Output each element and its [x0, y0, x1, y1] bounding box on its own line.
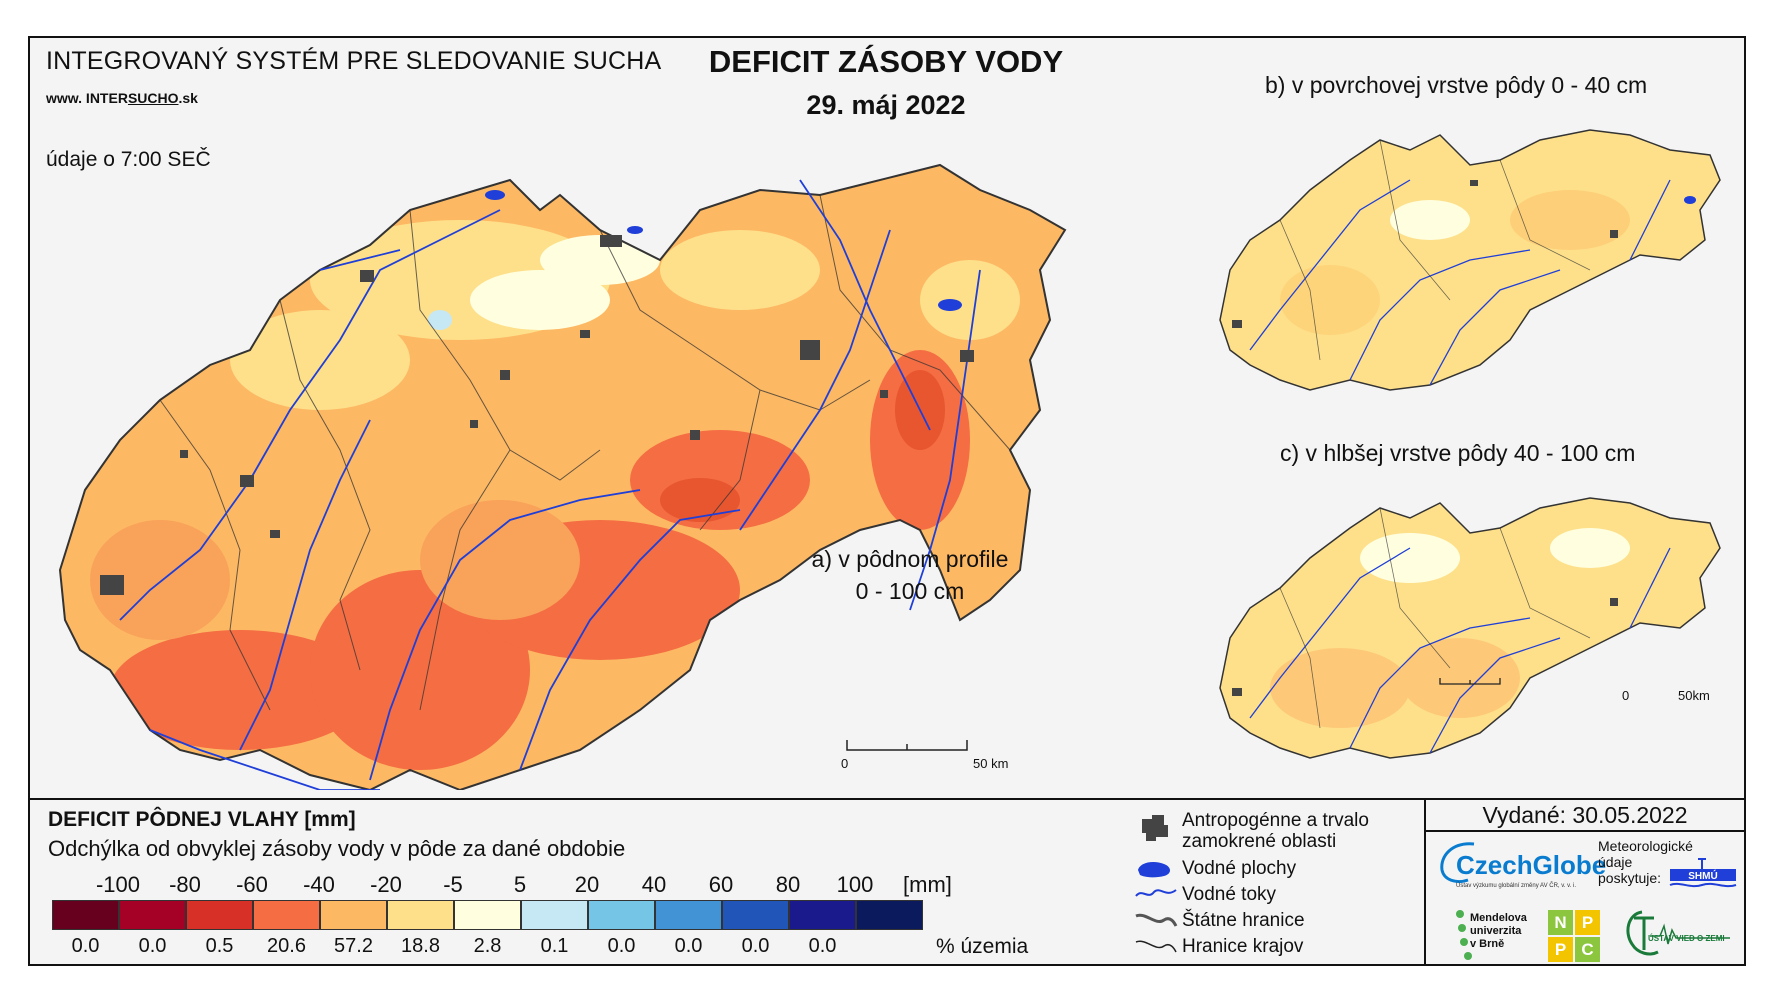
- meteo-provider-note: Meteorologické údaje poskytuje:: [1598, 838, 1693, 886]
- legend-tick: -20: [370, 872, 402, 897]
- scale-a-end: 50 km: [973, 756, 1009, 771]
- legend-tick: 20: [574, 872, 600, 897]
- mendel-dots-icon: [1456, 910, 1472, 960]
- legend-tick: 5: [513, 872, 527, 897]
- mendel-university-logo: Mendelova univerzita v Brně: [1470, 912, 1527, 951]
- czechglobe-logo: CzechGlobe: [1456, 850, 1607, 880]
- legend-tick: -40: [303, 872, 335, 897]
- legend-color-bin: [387, 900, 454, 930]
- legend-percent-value: 0.0: [808, 935, 837, 957]
- map-date: 29. máj 2022: [806, 90, 966, 120]
- map-a-label-line2: 0 - 100 cm: [855, 578, 965, 604]
- issued-separator: [1424, 830, 1746, 832]
- symbol-rivers: Vodné toky: [1182, 884, 1277, 905]
- meteo-line2: údaje: [1598, 854, 1633, 870]
- scale-bar-a: [846, 740, 968, 751]
- region-border-icon: [1135, 940, 1177, 953]
- map-b: [1219, 129, 1721, 391]
- legend-separator: [28, 798, 1746, 800]
- legend-percent-value: 57.2: [334, 935, 373, 957]
- legend-tick: -5: [443, 872, 463, 897]
- legend-percent-value: 0.0: [138, 935, 167, 957]
- time-note: údaje o 7:00 SEČ: [46, 148, 211, 171]
- shmu-logo-icon: SHMÚ: [1669, 858, 1737, 888]
- symbol-region-border: Hranice krajov: [1182, 936, 1304, 957]
- legend-percent-value: 20.6: [267, 935, 306, 957]
- legend-tick: 60: [708, 872, 734, 897]
- legend-color-bin: [521, 900, 588, 930]
- legend-tick: -80: [169, 872, 201, 897]
- legend-color-bin: [655, 900, 722, 930]
- legend-percent-value: 0.5: [205, 935, 234, 957]
- page-title: DEFICIT ZÁSOBY VODY: [708, 44, 1064, 79]
- npc-logo-p2: P: [1548, 937, 1573, 962]
- legend-tick: -60: [236, 872, 268, 897]
- mendel-line2: univerzita: [1470, 925, 1522, 937]
- legend-color-bin: [119, 900, 186, 930]
- npc-logo-n: N: [1548, 910, 1573, 935]
- legend-title: DEFICIT PÔDNEJ VLAHY [mm]: [48, 808, 356, 831]
- urban-area-icon: [1142, 815, 1168, 841]
- legend-percent-value: 2.8: [473, 935, 502, 957]
- state-border-icon: [1135, 913, 1178, 927]
- scale-c-end: 50km: [1678, 688, 1710, 703]
- legend-tick: 40: [641, 872, 667, 897]
- npc-logo-c: C: [1575, 937, 1600, 962]
- legend-tick: -100: [95, 872, 141, 897]
- legend-color-bin: [320, 900, 387, 930]
- legend-color-bin: [588, 900, 655, 930]
- meteo-line3: poskytuje:: [1598, 870, 1662, 886]
- ustav-vied-logo-icon: [1626, 910, 1730, 956]
- ustav-vied-label: ÚSTAV VIED O ZEMI: [1648, 934, 1725, 943]
- legend-percent-value: 0.0: [674, 935, 703, 957]
- website-suffix: .sk: [178, 90, 198, 106]
- legend-percent-value: 0.1: [540, 935, 569, 957]
- scale-c-zero: 0: [1622, 688, 1630, 703]
- website-prefix: www. INTER: [46, 90, 128, 106]
- legend-color-bin: [253, 900, 320, 930]
- map-c-label: c) v hlbšej vrstve pôdy 40 - 100 cm: [1280, 440, 1636, 466]
- symbol-urban-line1: Antropogénne a trvalo: [1182, 810, 1369, 831]
- website-link[interactable]: www. INTERSUCHO.sk: [46, 90, 198, 106]
- legend-color-bin: [789, 900, 856, 930]
- legend-tick: 80: [775, 872, 801, 897]
- legend-color-bin: [52, 900, 119, 930]
- website-underlined: SUCHO: [127, 90, 179, 106]
- percent-area-label: % územia: [936, 935, 1029, 958]
- river-icon: [1135, 889, 1177, 897]
- mendel-line3: v Brně: [1470, 938, 1505, 950]
- info-separator: [1424, 798, 1426, 966]
- legend-percent-value: 0.0: [607, 935, 636, 957]
- legend-unit: [mm]: [903, 872, 952, 897]
- meteo-line1: Meteorologické: [1598, 838, 1693, 854]
- scale-a-zero: 0: [841, 756, 849, 771]
- mendel-line1: Mendelova: [1470, 912, 1527, 924]
- legend-percent-value: 0.0: [71, 935, 100, 957]
- map-c: [1219, 497, 1721, 759]
- system-name: INTEGROVANÝ SYSTÉM PRE SLEDOVANIE SUCHA: [46, 47, 662, 75]
- czechglobe-subtitle: Ústav výzkumu globální změny AV ČR, v. v…: [1456, 883, 1577, 889]
- issued-date: Vydané: 30.05.2022: [1482, 802, 1688, 828]
- legend-color-bin: [186, 900, 253, 930]
- symbol-state-border: Štátne hranice: [1182, 910, 1305, 931]
- legend-percent-value: 18.8: [401, 935, 440, 957]
- czechglobe-swoosh-icon: [1440, 842, 1475, 884]
- legend-color-bin: [722, 900, 789, 930]
- main-map-a: [58, 163, 1067, 790]
- water-body-icon: [1138, 862, 1170, 878]
- legend-subtitle: Odchýlka od obvyklej zásoby vody v pôde …: [48, 836, 626, 861]
- shmu-text: SHMÚ: [1688, 869, 1717, 882]
- symbol-water-bodies: Vodné plochy: [1182, 858, 1297, 879]
- map-a-label-line1: a) v pôdnom profile: [811, 546, 1009, 572]
- legend-percent-value: 0.0: [741, 935, 770, 957]
- legend-color-bin: [454, 900, 521, 930]
- legend-color-bin: [856, 900, 923, 930]
- legend-tick: 100: [836, 872, 874, 897]
- map-b-label: b) v povrchovej vrstve pôdy 0 - 40 cm: [1265, 72, 1648, 98]
- npc-logo-p1: P: [1575, 910, 1600, 935]
- symbol-urban-line2: zamokrené oblasti: [1182, 831, 1337, 852]
